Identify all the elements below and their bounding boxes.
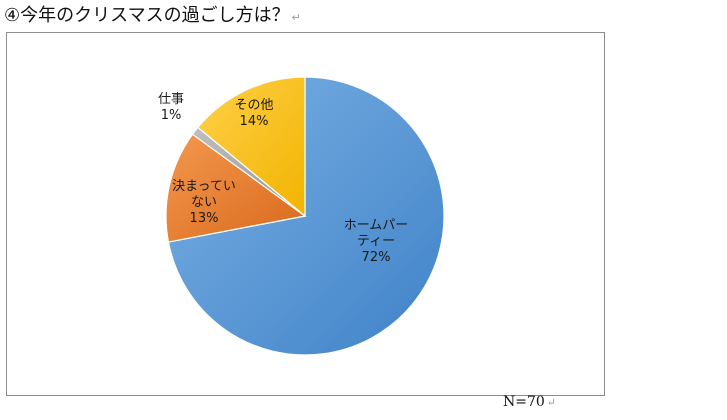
slice-home-party — [167, 76, 445, 356]
label-other-line: その他 — [234, 98, 273, 113]
sample-size-note: N=70 ↵ — [503, 393, 556, 412]
label-other-value: 14% — [240, 114, 269, 129]
label-home-party: ホームパーティー 72% — [344, 218, 409, 265]
label-undecided: 決まっていない 13% — [172, 179, 236, 226]
question-heading: ④今年のクリスマスの過ごし方は？ ↵ — [4, 3, 301, 29]
paragraph-mark-icon: ↵ — [546, 396, 557, 409]
label-undecided-line: ない — [191, 195, 217, 210]
paragraph-mark-icon: ↵ — [291, 11, 301, 24]
label-work-value: 1% — [161, 108, 182, 123]
label-home-party-line: ホームパー — [344, 218, 409, 233]
slice-other — [197, 76, 306, 218]
pie-chart: ホームパーティー 72% 決まっていない 13% 仕事 1% その他 14% — [158, 76, 445, 356]
label-home-party-line: ティー — [357, 234, 395, 249]
question-text: ④今年のクリスマスの過ごし方は？ — [4, 5, 290, 26]
label-work-line: 仕事 — [158, 92, 184, 107]
chart-frame: ホームパーティー 72% 決まっていない 13% 仕事 1% その他 14% N=70 ↵ — [6, 32, 605, 410]
sample-size-text: N=70 — [503, 394, 545, 410]
label-home-party-value: 72% — [362, 250, 391, 265]
label-undecided-line: 決まってい — [172, 179, 236, 194]
label-work: 仕事 1% — [158, 92, 184, 123]
label-undecided-value: 13% — [190, 211, 219, 226]
slice-undecided — [165, 133, 307, 243]
label-other: その他 14% — [234, 98, 273, 129]
